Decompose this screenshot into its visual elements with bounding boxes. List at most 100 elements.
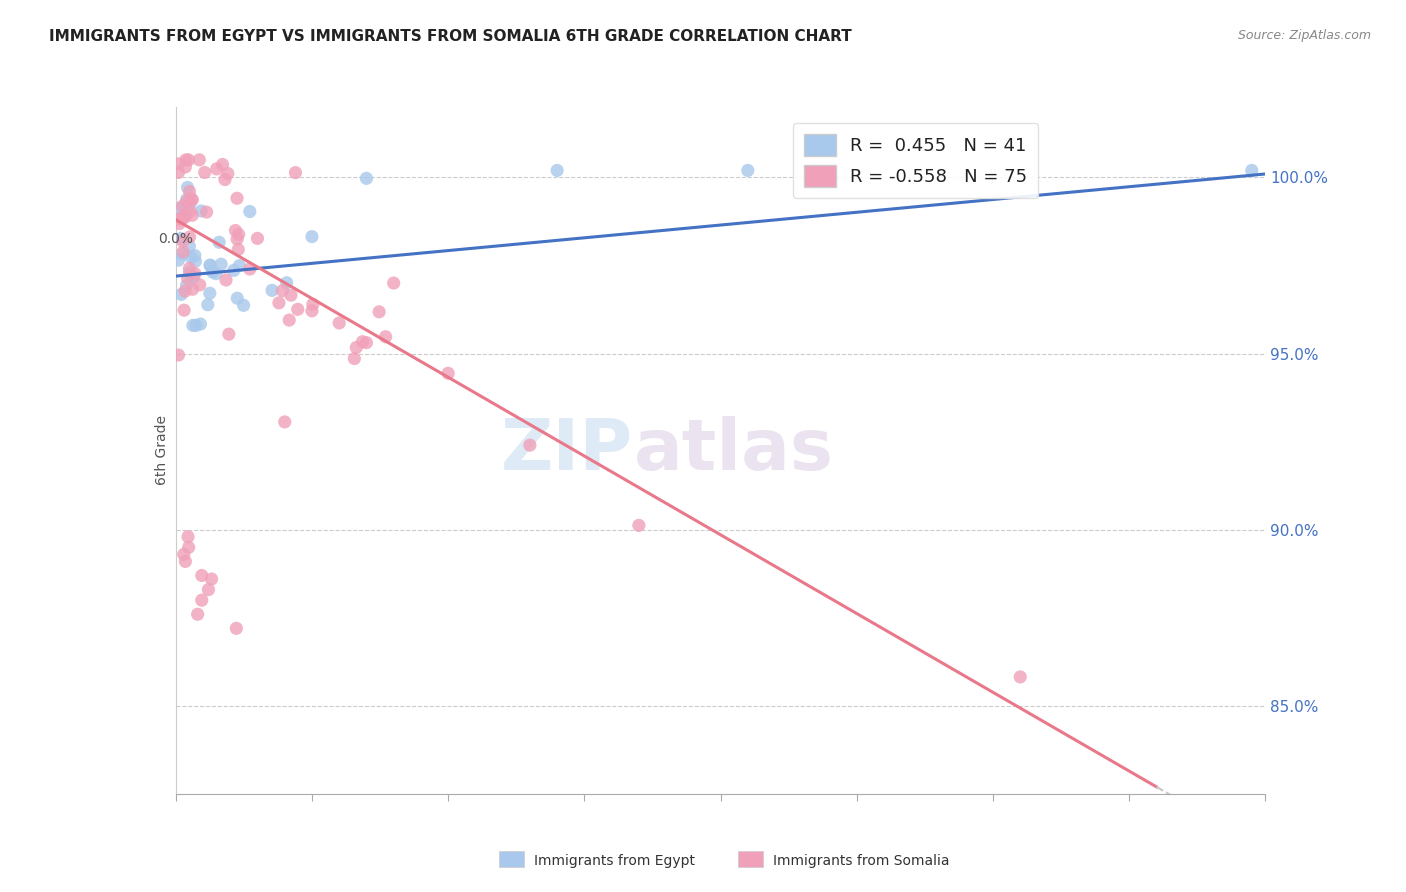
Point (177, 153, 200, 167)
Point (172, 247, 194, 261)
Point (167, 157, 190, 171)
Text: IMMIGRANTS FROM EGYPT VS IMMIGRANTS FROM SOMALIA 6TH GRADE CORRELATION CHART: IMMIGRANTS FROM EGYPT VS IMMIGRANTS FROM… (49, 29, 852, 45)
FancyBboxPatch shape (738, 851, 763, 867)
Point (368, 305, 391, 319)
Point (174, 210, 197, 224)
Point (187, 607, 209, 622)
Point (276, 276, 298, 290)
Legend: R =  0.455   N = 41, R = -0.558   N = 75: R = 0.455 N = 41, R = -0.558 N = 75 (793, 123, 1039, 198)
Point (170, 212, 193, 227)
Point (179, 230, 201, 244)
Point (209, 257, 232, 271)
Point (208, 235, 231, 250)
Point (194, 165, 217, 179)
Text: Immigrants from Egypt: Immigrants from Egypt (534, 854, 696, 868)
Point (217, 167, 239, 181)
Point (301, 303, 323, 318)
Point (174, 284, 197, 298)
Point (184, 318, 207, 333)
Point (301, 229, 323, 244)
Point (218, 327, 240, 342)
Point (239, 262, 262, 277)
Point (546, 163, 568, 178)
Point (176, 271, 198, 285)
Point (179, 266, 201, 280)
Point (278, 313, 301, 327)
Point (222, 263, 245, 277)
Point (173, 209, 195, 223)
Point (176, 180, 198, 194)
Point (226, 191, 249, 205)
Point (274, 415, 297, 429)
Text: atlas: atlas (633, 416, 834, 485)
Point (184, 254, 207, 268)
Point (200, 258, 222, 272)
Point (1010, 670, 1032, 684)
Point (181, 282, 204, 296)
Point (176, 194, 198, 209)
Point (172, 199, 194, 213)
Point (437, 366, 460, 380)
Point (382, 276, 405, 290)
Point (211, 157, 233, 171)
Point (232, 298, 254, 312)
Point (215, 273, 238, 287)
Point (627, 518, 650, 533)
Point (179, 239, 201, 253)
Point (226, 232, 249, 246)
Point (176, 193, 198, 207)
Point (737, 163, 759, 178)
Point (191, 593, 214, 607)
Point (177, 530, 200, 544)
Point (260, 284, 283, 298)
Point (167, 348, 190, 362)
Point (197, 582, 219, 597)
Point (188, 277, 211, 292)
Point (519, 438, 541, 452)
Point (179, 185, 201, 199)
Point (302, 297, 325, 311)
Point (200, 572, 222, 586)
Point (280, 288, 302, 302)
Point (173, 303, 195, 318)
Point (224, 223, 246, 237)
Point (228, 227, 250, 242)
Point (356, 171, 378, 186)
Text: Source: ZipAtlas.com: Source: ZipAtlas.com (1237, 29, 1371, 43)
Point (195, 205, 218, 219)
Text: 0.0%: 0.0% (159, 232, 193, 246)
Point (228, 259, 250, 273)
Point (180, 192, 202, 206)
Point (226, 243, 249, 257)
Point (214, 172, 236, 186)
Point (181, 318, 204, 333)
FancyBboxPatch shape (499, 851, 524, 867)
Point (167, 165, 190, 179)
Point (1240, 163, 1263, 178)
Point (179, 261, 201, 276)
Point (181, 193, 204, 207)
Point (173, 208, 195, 222)
Point (191, 568, 214, 582)
Point (167, 202, 190, 216)
Point (344, 341, 367, 355)
Point (176, 278, 198, 293)
Point (172, 244, 194, 259)
Point (271, 284, 294, 298)
Point (179, 197, 201, 211)
Point (184, 267, 207, 281)
Point (167, 212, 190, 227)
Point (179, 204, 201, 219)
Point (343, 351, 366, 366)
Point (267, 296, 290, 310)
Point (205, 267, 228, 281)
Point (174, 153, 197, 167)
Point (287, 302, 309, 317)
Point (356, 335, 378, 350)
Point (174, 554, 197, 568)
Point (173, 547, 195, 561)
Point (352, 334, 374, 349)
Point (169, 217, 191, 231)
Point (246, 231, 269, 245)
Point (180, 250, 202, 264)
